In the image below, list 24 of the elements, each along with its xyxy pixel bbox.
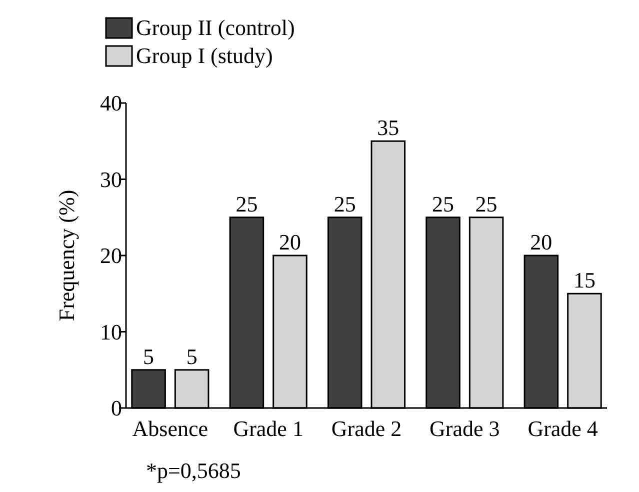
data-label: 5 <box>143 344 154 369</box>
data-label: 25 <box>432 191 454 216</box>
data-label: 20 <box>530 230 552 254</box>
x-tick-label: Grade 4 <box>528 416 598 441</box>
data-label: 5 <box>186 344 198 369</box>
y-tick-label: 40 <box>100 90 122 116</box>
data-label: 35 <box>377 115 400 140</box>
text: *p=0,5685 <box>146 458 241 483</box>
x-tick-label: Absence <box>132 416 208 441</box>
data-label: 15 <box>573 268 596 293</box>
y-tick-label: 20 <box>100 243 122 268</box>
data-label: 20 <box>278 230 301 254</box>
data-label: 25 <box>236 191 258 216</box>
y-tick-label: 30 <box>100 166 122 192</box>
x-tick-label: Grade 2 <box>331 416 402 441</box>
y-tick-label: 10 <box>100 319 122 344</box>
data-label: 25 <box>475 191 498 216</box>
data-label: 25 <box>334 191 356 216</box>
legend-label: Group II (control) <box>136 15 295 40</box>
y-axis-title: Frequency (%) <box>54 190 79 322</box>
x-tick-label: Grade 1 <box>233 416 304 441</box>
legend-label: Group I (study) <box>136 43 273 68</box>
y-tick-label: 0 <box>111 396 122 421</box>
x-tick-label: Grade 3 <box>430 416 500 441</box>
